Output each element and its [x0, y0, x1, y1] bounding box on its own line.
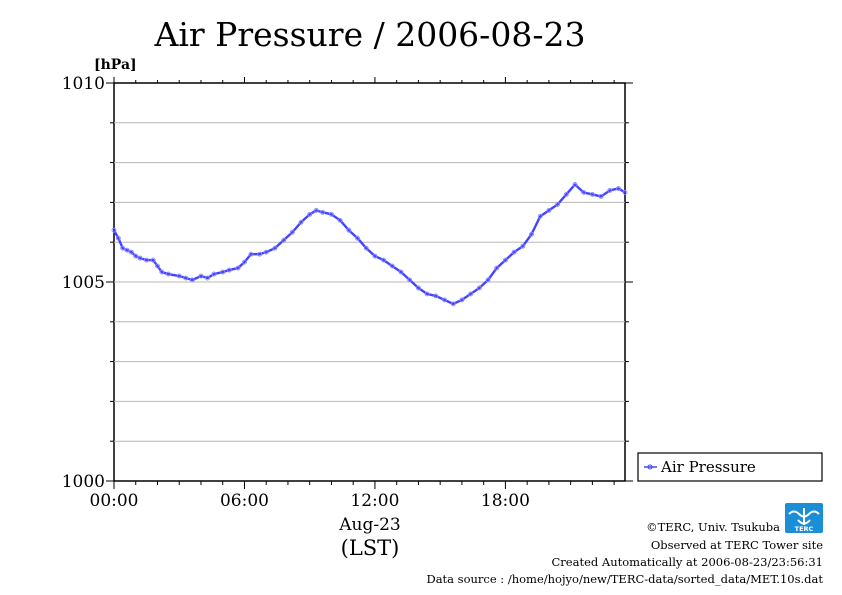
data-point — [235, 265, 241, 271]
data-point — [546, 207, 552, 213]
y-axis-unit-label: [hPa] — [94, 57, 137, 73]
data-point — [133, 253, 139, 259]
data-point — [511, 249, 517, 255]
data-point — [128, 249, 134, 255]
data-point — [415, 285, 421, 291]
data-point — [337, 217, 343, 223]
data-point — [205, 275, 210, 281]
plot-area — [111, 82, 628, 482]
data-point — [502, 257, 508, 263]
data-point — [320, 209, 326, 215]
data-point — [198, 273, 204, 279]
data-point — [424, 291, 430, 297]
legend: Air Pressure — [637, 452, 823, 482]
legend-box — [637, 452, 823, 482]
data-point — [555, 201, 561, 207]
data-point — [589, 191, 595, 197]
data-point — [111, 227, 117, 233]
data-point — [494, 265, 500, 271]
data-point — [137, 255, 143, 261]
data-point — [248, 251, 254, 257]
series-line-air-pressure — [112, 183, 626, 306]
data-point — [176, 273, 182, 279]
logo-text: TERC — [795, 525, 814, 533]
data-point — [520, 243, 526, 249]
data-point — [242, 259, 247, 265]
data-point — [442, 297, 447, 303]
legend-entry-air-pressure: Air Pressure — [660, 458, 756, 476]
data-point — [450, 301, 456, 307]
x-axis-ticks: 00:00 06:00 12:00 18:00 — [90, 77, 615, 511]
chart-title: Air Pressure / 2006-08-23 — [154, 15, 586, 54]
data-point — [537, 213, 543, 219]
data-point — [183, 275, 189, 281]
data-point — [572, 182, 578, 187]
data-point — [272, 245, 278, 251]
data-point — [622, 189, 628, 195]
series-layer — [111, 182, 628, 307]
x-tick-label: 00:00 — [90, 491, 139, 511]
data-point — [159, 269, 165, 275]
data-point — [563, 191, 569, 197]
data-point — [598, 193, 604, 199]
data-point — [459, 297, 465, 303]
data-point — [581, 189, 587, 195]
data-point — [485, 277, 491, 283]
data-point — [263, 249, 269, 255]
y-tick-label: 1005 — [62, 273, 105, 293]
data-point — [220, 269, 226, 275]
data-point — [211, 271, 217, 277]
data-point — [381, 257, 387, 263]
y-axis-ticks: 1000 1005 1010 — [62, 74, 633, 492]
footer-created-time: Created Automatically at 2006-08-23/23:5… — [552, 555, 824, 569]
x-tick-label: 06:00 — [220, 491, 269, 511]
data-point — [372, 253, 378, 259]
data-point — [328, 211, 334, 217]
data-point — [165, 271, 171, 277]
data-point — [150, 257, 156, 263]
x-axis-date-label: Aug-23 — [338, 515, 400, 535]
data-point — [355, 235, 360, 241]
data-point — [407, 277, 413, 283]
x-axis-timezone-label: (LST) — [341, 536, 400, 560]
footer-data-source: Data source : /home/hojyo/new/TERC-data/… — [426, 572, 823, 586]
data-point — [115, 235, 121, 241]
data-point — [313, 207, 319, 213]
footer-observed-site: Observed at TERC Tower site — [651, 538, 823, 552]
y-tick-label: 1010 — [62, 74, 105, 94]
data-point — [476, 285, 482, 291]
terc-logo: TERC — [785, 503, 823, 533]
footer-copyright: ©TERC, Univ. Tsukuba — [646, 520, 780, 534]
data-point — [257, 251, 263, 257]
data-point — [289, 229, 295, 235]
data-point — [607, 188, 613, 193]
y-tick-label: 1000 — [62, 472, 105, 492]
data-point — [120, 245, 126, 251]
gridlines — [114, 122, 625, 442]
x-tick-label: 12:00 — [350, 491, 399, 511]
data-point — [616, 186, 621, 191]
data-point — [307, 211, 313, 217]
data-point — [281, 237, 287, 243]
data-point — [124, 247, 130, 253]
data-point — [398, 269, 404, 275]
data-point — [144, 257, 150, 263]
data-point — [226, 267, 232, 273]
data-point — [468, 291, 474, 297]
data-point — [389, 263, 395, 269]
data-point — [433, 293, 439, 299]
data-point — [189, 277, 195, 283]
x-tick-label: 18:00 — [481, 491, 530, 511]
data-point — [346, 227, 352, 233]
data-point — [529, 231, 534, 237]
legend-swatch-marker — [647, 464, 653, 470]
data-point — [363, 245, 369, 251]
data-point — [155, 263, 160, 269]
data-point — [298, 219, 304, 225]
